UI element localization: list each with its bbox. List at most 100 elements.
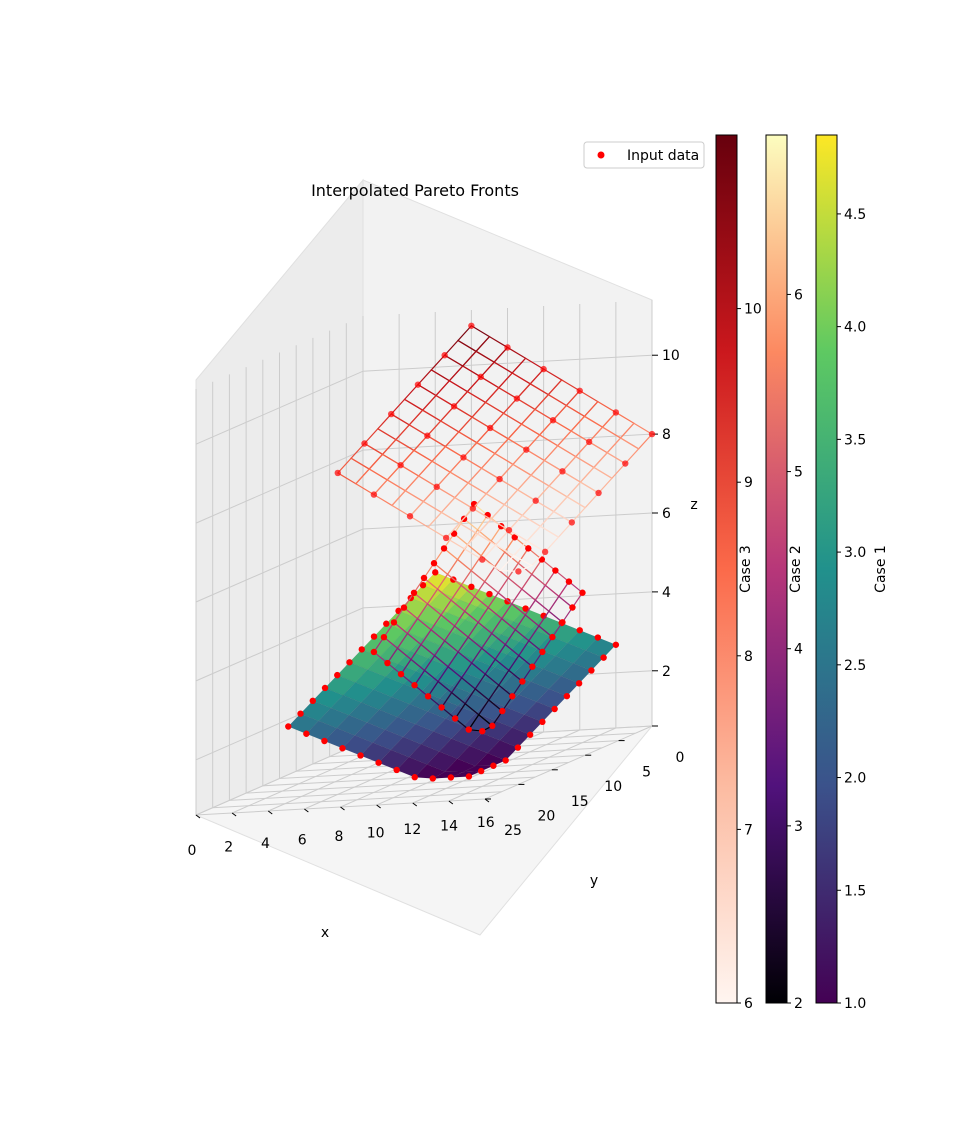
input-data-point [303,730,310,737]
input-data-point [334,469,341,477]
input-data-point [358,646,365,653]
colorbar-tick-label: 6 [794,287,803,303]
input-data-point [357,752,364,759]
x-tick-label: 14 [440,819,458,835]
input-data-point [451,715,459,722]
input-data-point [406,513,414,520]
input-data-point [397,670,405,678]
colorbar-tick-label: 7 [744,822,753,838]
grid-line-z [195,354,653,445]
colorbar-tick-label: 1.5 [844,883,866,899]
input-data-point [397,461,404,469]
x-tick-label: 16 [477,815,495,831]
input-data-point [321,684,329,692]
x-tick-label: 12 [403,822,421,838]
legend-label: Input data [627,148,699,164]
input-data-point [424,432,431,439]
pareto-surfaces [285,322,656,782]
input-data-point [370,491,378,498]
input-data-point [490,762,497,769]
colorbar-tick-label: 8 [744,649,753,665]
input-data-point [390,619,398,626]
colorbar-tick-label: 4.5 [844,207,866,223]
input-data-point [551,705,558,713]
input-data-point [450,530,458,537]
input-data-point [370,633,378,640]
z-tick-label: 4 [662,585,671,601]
input-data-point [420,574,428,582]
chart-title: Interpolated Pareto Fronts [311,181,519,200]
input-data-point [539,718,546,726]
input-data-point [383,620,390,627]
input-data-point [538,556,546,563]
input-data-point [447,774,455,781]
x-tick-label: 2 [224,840,233,856]
input-data-point [486,590,493,598]
colorbar-case-2: 2 3 4 5 6 Case 2 [765,134,804,1012]
input-data-point [486,424,494,432]
input-data-point [460,454,467,461]
input-data-point [594,634,602,641]
input-data-point [541,548,549,556]
input-data-point [539,648,546,656]
z-tick-label: 8 [662,427,671,443]
colorbar-case-1: 1.0 1.5 2.0 2.5 3.0 3.5 4.0 4.5 Case 1 [815,134,889,1012]
input-data-point [469,505,477,512]
input-data-point [569,604,576,611]
x-axis-label: x [321,925,329,941]
input-data-point [411,774,418,781]
input-data-point [429,775,436,782]
input-data-point [438,704,445,711]
input-data-point [370,648,378,656]
input-data-point [432,569,439,576]
input-data-point [321,737,328,745]
z-tick-label: 6 [662,506,671,522]
colorbar-case-3: 6 7 8 9 10 Case 3 [715,134,762,1012]
input-data-point [559,468,566,475]
input-data-point [515,568,522,575]
input-data-point [384,659,391,667]
x-tick [376,804,381,809]
x-tick [231,812,237,817]
grid-line-z [195,512,653,603]
x-tick [340,806,345,811]
colorbar-tick-label: 1.0 [844,996,866,1012]
colorbar-tick-label: 10 [744,302,762,318]
colorbar-tick-label: 6 [744,996,753,1012]
colorbar-gradient [765,134,788,1004]
input-data-point [622,460,629,467]
y-tick-label: 25 [504,823,522,839]
input-data-point [297,710,304,717]
input-data-point [410,589,418,597]
colorbar-tick-label: 9 [744,475,753,491]
grid-line-y [245,367,536,794]
input-data-point [419,581,427,589]
input-data-point [441,352,448,359]
colorbar-gradient [715,134,738,1004]
input-data-point [575,680,583,687]
x-tick [448,800,454,805]
input-data-point [549,417,557,424]
input-data-point [477,373,484,381]
x-tick-label: 6 [298,833,307,849]
input-data-point [509,693,516,700]
input-data-point [523,446,530,453]
grid-line-y [212,381,502,809]
colorbar-tick-label: 3.5 [844,432,866,448]
input-data-point [588,667,595,674]
input-data-point [361,440,368,447]
x-tick-label: 0 [188,843,197,859]
grid-line-z [195,591,653,682]
colorbar-tick-label: 2.5 [844,658,866,674]
input-data-point [468,322,475,329]
z-axis-label: z [690,497,697,513]
x-tick [195,814,201,819]
axis-tick-labels: 0 2 4 6 8 10 12 14 16 0 5 10 15 20 25 2 4 6 8 10 [188,348,685,859]
input-data-point [339,745,346,752]
input-data-point [559,619,566,626]
grid-line-z [195,433,653,524]
input-data-point [496,475,503,483]
input-data-point [468,583,475,591]
x-tick-label: 8 [334,829,343,845]
z-tick-label: 2 [662,664,671,680]
